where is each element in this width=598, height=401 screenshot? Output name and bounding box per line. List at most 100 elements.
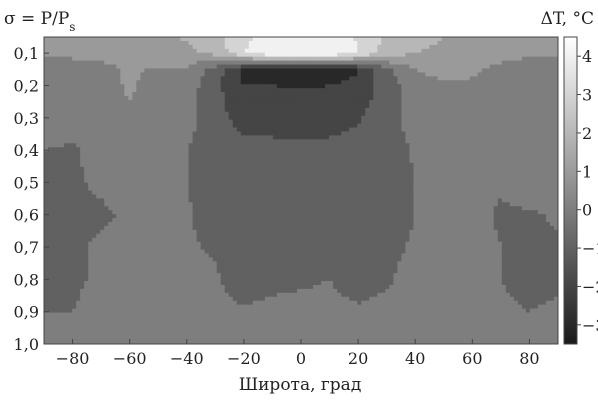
- heatmap-cell: [485, 143, 491, 148]
- heatmap-cell: [280, 111, 286, 117]
- heatmap-cell: [112, 76, 117, 81]
- heatmap-cell: [313, 127, 318, 133]
- heatmap-cell: [357, 166, 362, 172]
- heatmap-cell: [180, 96, 186, 101]
- heatmap-cell: [292, 80, 298, 85]
- heatmap-cell: [252, 174, 258, 180]
- heatmap-cell: [252, 99, 258, 105]
- heatmap-cell: [48, 107, 53, 113]
- heatmap-cell: [545, 170, 551, 176]
- heatmap-cell: [80, 68, 85, 74]
- heatmap-cell: [453, 72, 459, 77]
- heatmap-cell: [116, 103, 121, 109]
- heatmap-cell: [44, 88, 49, 93]
- heatmap-cell: [108, 48, 113, 54]
- heatmap-cell: [44, 111, 49, 117]
- heatmap-cell: [409, 123, 415, 129]
- heatmap-cell: [405, 131, 411, 136]
- heatmap-cell: [108, 96, 113, 101]
- heatmap-cell: [521, 135, 527, 140]
- heatmap-cell: [228, 96, 234, 101]
- heatmap-cell: [373, 72, 378, 77]
- heatmap-cell: [48, 182, 53, 188]
- heatmap-cell: [140, 139, 145, 144]
- heatmap-cell: [176, 143, 182, 148]
- heatmap-cell: [457, 162, 463, 168]
- heatmap-cell: [128, 37, 133, 42]
- heatmap-cell: [72, 127, 77, 133]
- heatmap-cell: [104, 84, 109, 89]
- heatmap-cell: [469, 48, 475, 54]
- heatmap-cell: [232, 96, 238, 101]
- heatmap-cell: [260, 166, 266, 172]
- heatmap-cell: [401, 170, 407, 176]
- heatmap-cell: [232, 40, 238, 46]
- heatmap-cell: [84, 96, 89, 101]
- heatmap-cell: [445, 111, 451, 117]
- heatmap-cell: [545, 107, 551, 113]
- heatmap-cell: [164, 162, 170, 168]
- heatmap-cell: [104, 174, 109, 180]
- heatmap-cell: [381, 135, 386, 140]
- heatmap-cell: [545, 48, 551, 54]
- heatmap-cell: [232, 56, 238, 62]
- heatmap-cell: [529, 37, 535, 42]
- heatmap-cell: [228, 84, 234, 89]
- heatmap-cell: [529, 127, 535, 133]
- heatmap-cell: [433, 162, 439, 168]
- heatmap-cell: [453, 56, 459, 62]
- heatmap-cell: [112, 37, 117, 42]
- heatmap-cell: [345, 52, 350, 58]
- heatmap-cell: [345, 119, 350, 125]
- heatmap-cell: [220, 56, 226, 62]
- heatmap-cell: [461, 127, 467, 133]
- heatmap-cell: [220, 72, 226, 77]
- heatmap-cell: [333, 48, 338, 54]
- heatmap-cell: [148, 143, 154, 148]
- heatmap-cell: [56, 115, 61, 121]
- heatmap-cell: [252, 139, 258, 144]
- heatmap-cell: [385, 60, 390, 66]
- heatmap-cell: [260, 182, 266, 188]
- heatmap-cell: [433, 103, 439, 109]
- heatmap-cell: [164, 76, 170, 81]
- heatmap-cell: [489, 170, 495, 176]
- heatmap-cell: [152, 159, 158, 164]
- heatmap-cell: [345, 76, 350, 81]
- heatmap-cell: [497, 170, 503, 176]
- heatmap-cell: [349, 40, 354, 46]
- heatmap-cell: [361, 155, 366, 160]
- heatmap-cell: [433, 96, 439, 101]
- heatmap-cell: [521, 151, 527, 156]
- heatmap-cell: [124, 107, 129, 113]
- heatmap-cell: [541, 115, 547, 121]
- heatmap-cell: [248, 99, 254, 105]
- heatmap-cell: [405, 96, 411, 101]
- heatmap-cell: [537, 92, 543, 97]
- heatmap-cell: [329, 159, 334, 164]
- heatmap-cell: [329, 64, 334, 70]
- heatmap-cell: [357, 135, 362, 140]
- heatmap-cell: [144, 80, 150, 85]
- heatmap-cell: [337, 162, 342, 168]
- heatmap-cell: [264, 170, 270, 176]
- heatmap-cell: [505, 52, 511, 58]
- heatmap-cell: [120, 96, 125, 101]
- heatmap-cell: [144, 103, 150, 109]
- heatmap-cell: [260, 107, 266, 113]
- heatmap-cell: [264, 84, 270, 89]
- heatmap-cell: [176, 127, 182, 133]
- heatmap-cell: [284, 131, 290, 136]
- heatmap-cell: [172, 56, 178, 62]
- heatmap-cell: [513, 96, 519, 101]
- heatmap-cell: [272, 115, 278, 121]
- heatmap-cell: [236, 174, 242, 180]
- heatmap-cell: [252, 76, 258, 81]
- heatmap-cell: [461, 88, 467, 93]
- heatmap-cell: [381, 76, 386, 81]
- heatmap-cell: [288, 107, 294, 113]
- heatmap-cell: [120, 135, 125, 140]
- heatmap-cell: [156, 80, 162, 85]
- heatmap-cell: [128, 143, 133, 148]
- heatmap-cell: [244, 166, 250, 172]
